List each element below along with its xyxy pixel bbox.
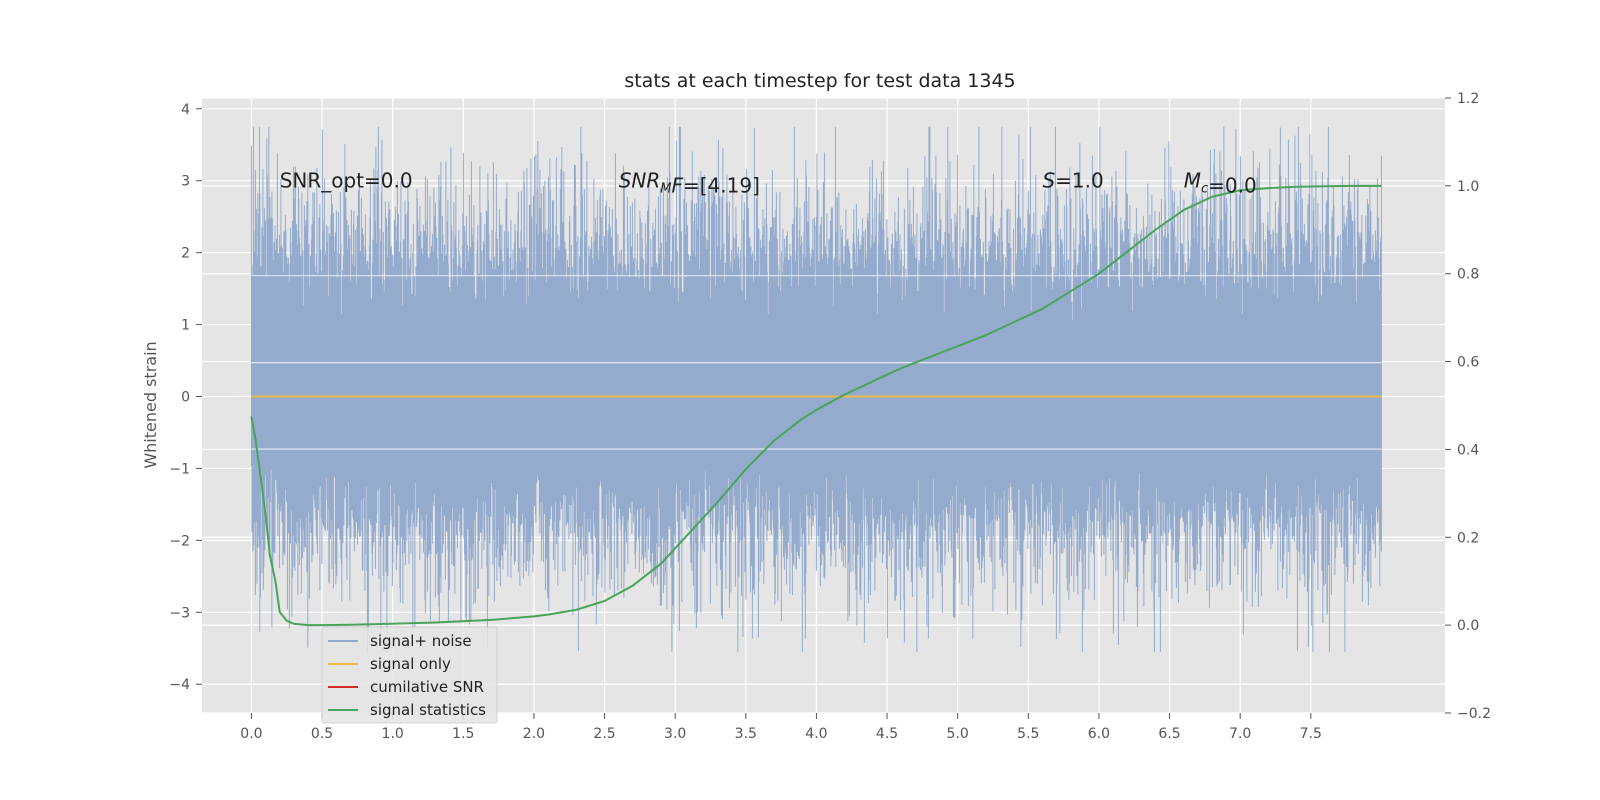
line-series-layer xyxy=(250,184,1382,627)
x-tick-label: 2.5 xyxy=(593,726,615,742)
annotation-snr-mf: SNRMF=[4.19] xyxy=(619,169,760,198)
y2-tick-label: 1.2 xyxy=(1457,91,1479,107)
x-tick-label: 3.0 xyxy=(664,726,686,742)
annotation-part: c xyxy=(1201,182,1208,197)
annotation-part: =0.0 xyxy=(1208,174,1257,198)
y2-tick-label: 0.2 xyxy=(1457,530,1479,546)
y2-tick-label: 0.4 xyxy=(1457,442,1479,458)
y2-tick-label: 0.8 xyxy=(1457,267,1479,283)
x-tick-label: 7.5 xyxy=(1300,726,1322,742)
annotation-part: =[4.19] xyxy=(683,174,760,198)
y-tick-label: 4 xyxy=(181,102,190,118)
x-tick-label: 5.0 xyxy=(947,726,969,742)
x-tick-label: 6.5 xyxy=(1158,726,1180,742)
y-tick-label: 0 xyxy=(181,390,190,406)
legend-label: signal+ noise xyxy=(370,632,472,650)
y-tick-label: −2 xyxy=(169,533,190,549)
x-tick-label: 7.0 xyxy=(1229,726,1251,742)
x-tick-label: 3.5 xyxy=(735,726,757,742)
annotation-stat-s: S=1.0 xyxy=(1042,169,1103,193)
x-tick-label: 6.0 xyxy=(1088,726,1110,742)
annotation-part: SNR xyxy=(619,169,661,193)
x-tick-label: 0.5 xyxy=(311,726,333,742)
legend-label: signal statistics xyxy=(370,701,486,719)
annotation-snr-opt: SNR_opt=0.0 xyxy=(280,169,413,193)
annotation-part: M xyxy=(660,182,671,197)
annotations-layer: SNR_opt=0.0 SNRMF=[4.19] S=1.0 Mc=0.0 xyxy=(280,169,1257,198)
y-tick-label: 1 xyxy=(181,318,190,334)
legend-box xyxy=(321,626,498,724)
y-tick-label: 2 xyxy=(181,246,190,262)
x-tick-label: 5.5 xyxy=(1017,726,1039,742)
annotation-part: M xyxy=(1184,169,1201,193)
y-axis-ticks: −4 −3 −2 −1 0 1 2 3 4 xyxy=(169,102,202,693)
y2-tick-label: 0.0 xyxy=(1457,618,1479,634)
series-line-signal-statistics xyxy=(250,184,1382,627)
x-tick-label: 1.5 xyxy=(452,726,474,742)
annotation-mc: Mc=0.0 xyxy=(1184,169,1257,198)
annotation-part: =1.0 xyxy=(1055,169,1104,193)
x-tick-label: 2.0 xyxy=(523,726,545,742)
annotation-part: SNR_opt=0.0 xyxy=(280,169,413,193)
x-tick-label: 0.0 xyxy=(240,726,262,742)
x-tick-label: 4.5 xyxy=(876,726,898,742)
legend-label: cumilative SNR xyxy=(370,678,484,696)
legend-label: signal only xyxy=(370,655,451,673)
x-tick-label: 4.0 xyxy=(805,726,827,742)
y2-tick-label: 1.0 xyxy=(1457,179,1479,195)
y-axis-label: Whitened strain xyxy=(141,341,160,468)
y2-axis-ticks: −0.2 0.0 0.2 0.4 0.6 0.8 1.0 1.2 xyxy=(1445,91,1491,722)
legend: signal+ noise signal only cumilative SNR si… xyxy=(321,626,498,724)
y2-tick-label: 0.6 xyxy=(1457,355,1479,371)
y-tick-label: 3 xyxy=(181,174,190,190)
x-axis-ticks: 0.0 0.5 1.0 1.5 2.0 2.5 3.0 3.5 4.0 4.5 5.0 5.5 6.0 6… xyxy=(240,713,1322,742)
y-tick-label: −4 xyxy=(169,677,190,693)
y2-tick-label: −0.2 xyxy=(1457,706,1491,722)
y-tick-label: −3 xyxy=(169,605,190,621)
y-tick-label: −1 xyxy=(169,461,190,477)
chart-title: stats at each timestep for test data 134… xyxy=(624,70,1015,92)
annotation-part: F xyxy=(671,174,683,198)
x-tick-label: 1.0 xyxy=(382,726,404,742)
annotation-part: S xyxy=(1042,169,1055,193)
signal-noise-line xyxy=(250,126,1382,652)
signal-noise-series xyxy=(250,126,1382,652)
